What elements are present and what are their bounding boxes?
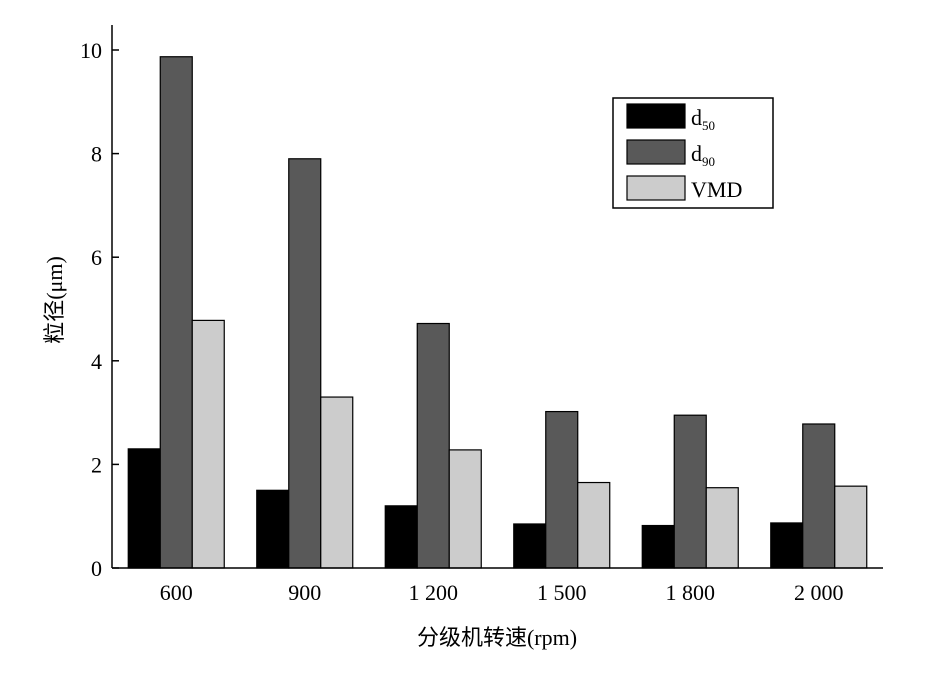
bar [770,522,804,569]
bar [545,410,579,569]
y-axis-title: 粒径(μm) [42,256,67,344]
bar [577,481,611,569]
x-axis-title: 分级机转速(rpm) [417,625,577,650]
legend-label: VMD [691,177,742,202]
x-tick-label: 1 200 [409,580,459,605]
bar [256,489,290,569]
bar [834,485,868,569]
legend-swatch [626,175,686,201]
x-tick-label: 1 500 [537,580,587,605]
x-tick-label: 600 [160,580,193,605]
bar [705,487,739,569]
bar [191,319,225,569]
bar [127,448,161,569]
y-tick-label: 2 [91,452,102,477]
bar [288,158,322,569]
legend-swatch [626,139,686,165]
legend-swatch [626,103,686,129]
bar [320,396,354,569]
y-tick-label: 6 [91,245,102,270]
bar [159,56,193,569]
bar [384,505,418,569]
y-tick-label: 0 [91,556,102,581]
x-tick-label: 900 [288,580,321,605]
bar [448,449,482,569]
bar [513,523,547,569]
y-tick-label: 4 [91,349,102,374]
y-tick-label: 10 [80,38,102,63]
bar [673,414,707,569]
y-tick-label: 8 [91,142,102,167]
bar [641,524,675,569]
bar [416,322,450,569]
x-tick-label: 2 000 [794,580,844,605]
bar [802,423,836,569]
x-tick-label: 1 800 [666,580,716,605]
